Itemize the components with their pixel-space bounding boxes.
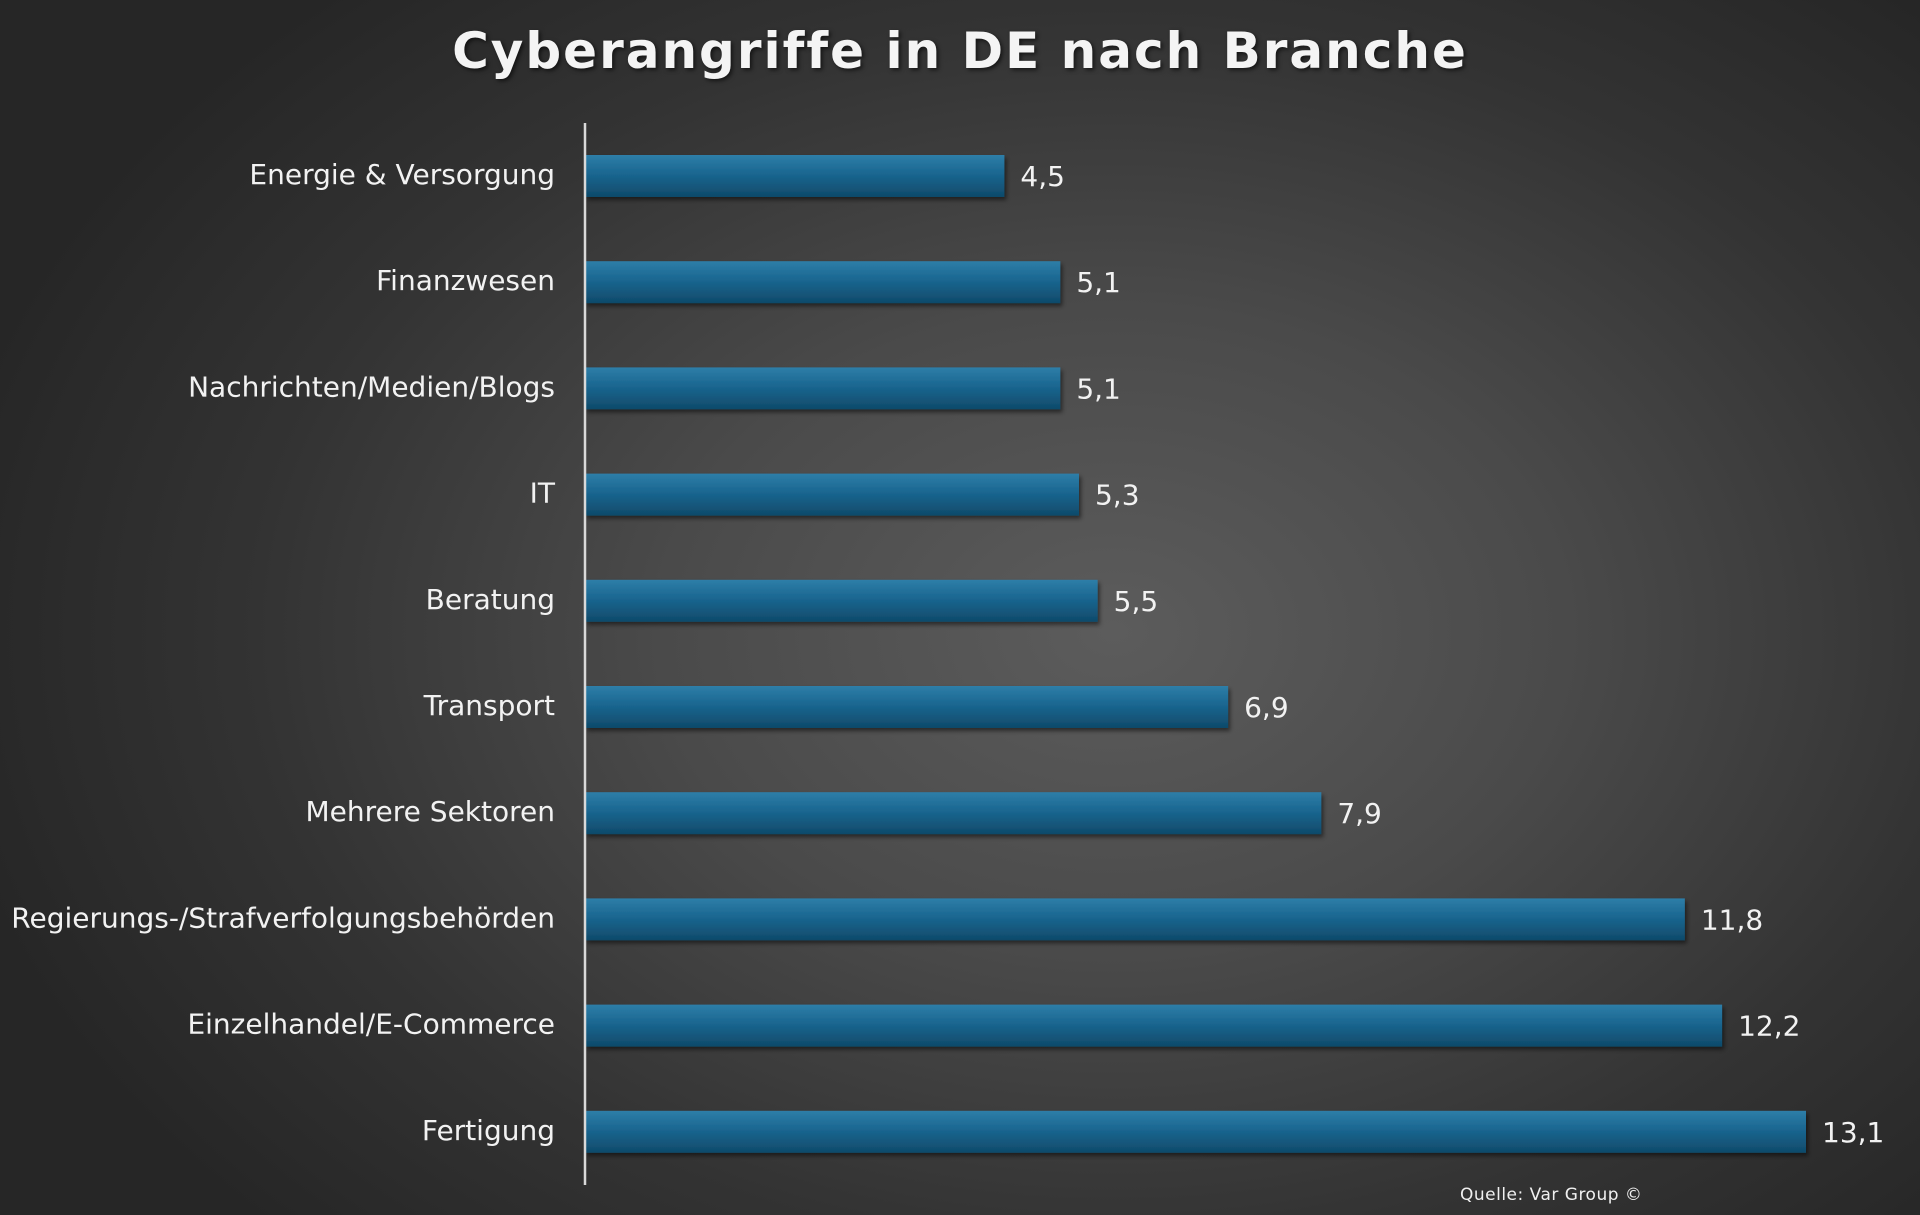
bar-0 (585, 155, 1005, 197)
chart-title: Cyberangriffe in DE nach Branche (452, 22, 1468, 80)
value-label-4: 5,5 (1114, 585, 1159, 618)
category-label-3: IT (530, 477, 556, 510)
bar-5 (585, 686, 1229, 728)
value-label-6: 7,9 (1337, 797, 1382, 830)
value-label-0: 4,5 (1020, 160, 1065, 193)
bar-9 (585, 1110, 1806, 1153)
category-label-6: Mehrere Sektoren (306, 795, 555, 828)
bar-4 (585, 579, 1098, 622)
category-label-9: Fertigung (422, 1114, 555, 1147)
category-label-0: Energie & Versorgung (249, 158, 555, 191)
value-label-3: 5,3 (1095, 479, 1140, 512)
value-label-7: 11,8 (1701, 903, 1763, 936)
bar-3 (585, 473, 1079, 516)
category-label-5: Transport (423, 689, 555, 722)
value-label-1: 5,1 (1076, 266, 1121, 299)
bar-2 (585, 367, 1061, 410)
bar-7 (585, 898, 1685, 941)
value-label-9: 13,1 (1822, 1116, 1884, 1149)
value-label-2: 5,1 (1076, 372, 1121, 405)
bar-8 (585, 1004, 1723, 1047)
value-label-5: 6,9 (1244, 691, 1289, 724)
bar-1 (585, 261, 1061, 304)
category-label-7: Regierungs-/Strafverfolgungsbehörden (11, 901, 555, 934)
source-note: Quelle: Var Group © (1460, 1185, 1643, 1205)
category-label-2: Nachrichten/Medien/Blogs (188, 370, 555, 403)
category-label-4: Beratung (426, 583, 555, 616)
category-label-1: Finanzwesen (376, 264, 555, 297)
category-label-8: Einzelhandel/E-Commerce (187, 1008, 555, 1041)
value-label-8: 12,2 (1738, 1010, 1800, 1043)
bar-6 (585, 792, 1322, 835)
